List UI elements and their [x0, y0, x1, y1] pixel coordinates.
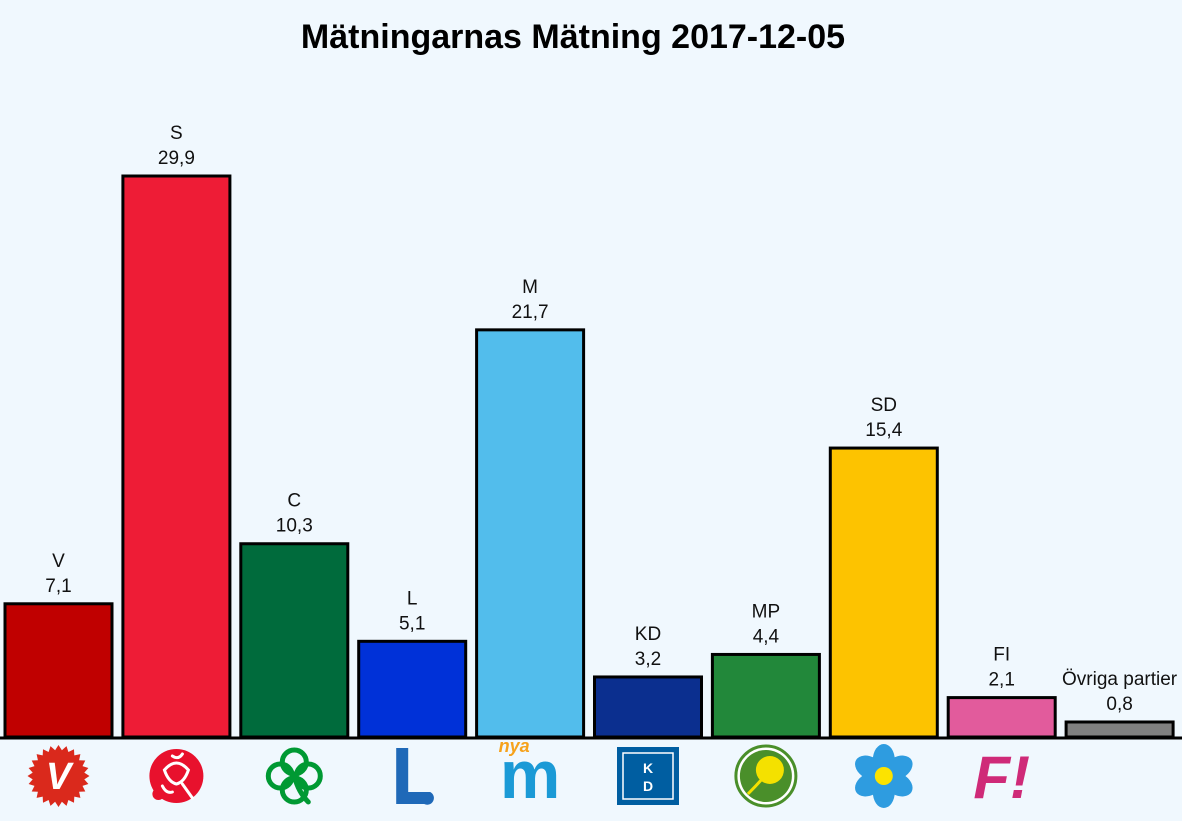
sd-blue-anemone-logo-icon	[855, 744, 913, 808]
bar-fi	[946, 696, 1057, 739]
bar-value-label: 7,1	[45, 576, 71, 597]
bar-value-label: 4,4	[753, 626, 780, 647]
fi-party-logo-icon: F!	[973, 744, 1030, 811]
bars-group: V 7,1 S 29,9 C 10,3 L 5,1 M 21,7 KD 3,2 MP 4,4 SD 15,4 F…	[3, 123, 1178, 739]
bar-value-label: 29,9	[158, 148, 195, 169]
bar-value-label: 2,1	[988, 670, 1014, 691]
bar-sd	[828, 446, 939, 739]
bar-category-label: C	[287, 491, 301, 512]
bar-value-label: 3,2	[635, 649, 661, 670]
bar-value-label: 10,3	[276, 516, 313, 537]
bar-v	[3, 602, 114, 739]
bar-m	[475, 328, 586, 739]
v-party-logo-icon: V	[27, 745, 90, 807]
bar-category-label: Övriga partier	[1062, 669, 1178, 690]
bar-category-label: M	[522, 277, 538, 298]
logo-lettering: nya	[499, 736, 530, 756]
bar-value-label: 15,4	[865, 420, 902, 441]
s-rose-logo-icon	[149, 749, 204, 803]
bar-category-label: V	[52, 551, 65, 572]
bar-category-label: MP	[752, 601, 781, 622]
bar--vriga-partier	[1064, 720, 1175, 739]
bar-category-label: S	[170, 123, 183, 144]
bar-value-label: 0,8	[1106, 694, 1132, 715]
chart-title: Mätningarnas Mätning 2017-12-05	[301, 18, 845, 56]
kd-party-logo-icon: KD	[617, 747, 679, 805]
bar-mp	[710, 652, 821, 739]
bar-value-label: 21,7	[512, 302, 549, 323]
logo-lettering: K	[643, 760, 653, 776]
bar-l	[357, 639, 468, 739]
bar-kd	[593, 675, 703, 739]
bar-category-label: FI	[993, 645, 1010, 666]
bar-c	[239, 542, 350, 739]
bar-value-label: 5,1	[399, 613, 425, 634]
c-clover-logo-icon	[265, 747, 323, 805]
logo-lettering: m	[500, 737, 560, 813]
logo-lettering: V	[46, 756, 74, 798]
bar-category-label: SD	[871, 395, 897, 416]
l-party-logo-icon	[396, 748, 434, 805]
mp-dandelion-logo-icon	[734, 744, 798, 808]
logo-lettering: F!	[973, 744, 1030, 811]
bar-category-label: L	[407, 588, 418, 609]
logo-lettering: D	[643, 778, 653, 794]
bar-s	[121, 174, 232, 739]
bar-category-label: KD	[635, 624, 661, 645]
